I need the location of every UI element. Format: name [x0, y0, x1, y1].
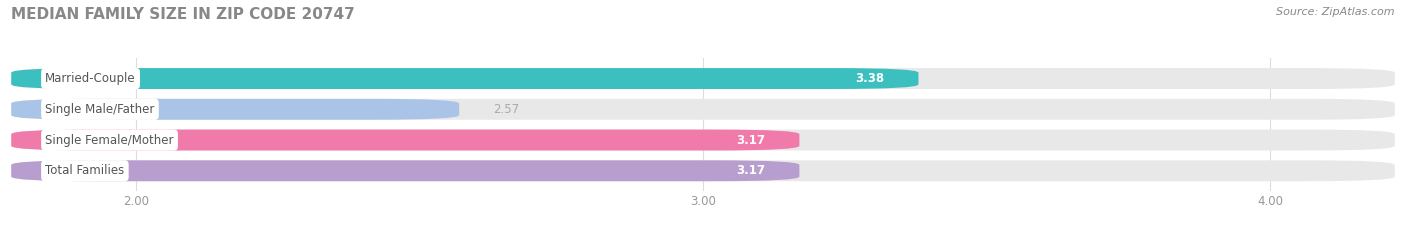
FancyBboxPatch shape — [11, 99, 460, 120]
Text: 3.17: 3.17 — [737, 164, 765, 177]
FancyBboxPatch shape — [11, 160, 1395, 181]
FancyBboxPatch shape — [11, 160, 800, 181]
FancyBboxPatch shape — [11, 130, 800, 151]
FancyBboxPatch shape — [11, 130, 1395, 151]
Text: 2.57: 2.57 — [494, 103, 519, 116]
Text: Married-Couple: Married-Couple — [45, 72, 136, 85]
FancyBboxPatch shape — [11, 68, 918, 89]
Text: Single Female/Mother: Single Female/Mother — [45, 134, 174, 147]
Text: 3.38: 3.38 — [855, 72, 884, 85]
Text: Total Families: Total Families — [45, 164, 125, 177]
Text: Source: ZipAtlas.com: Source: ZipAtlas.com — [1277, 7, 1395, 17]
FancyBboxPatch shape — [11, 68, 1395, 89]
Text: 3.17: 3.17 — [737, 134, 765, 147]
FancyBboxPatch shape — [11, 99, 1395, 120]
Text: MEDIAN FAMILY SIZE IN ZIP CODE 20747: MEDIAN FAMILY SIZE IN ZIP CODE 20747 — [11, 7, 354, 22]
Text: Single Male/Father: Single Male/Father — [45, 103, 155, 116]
